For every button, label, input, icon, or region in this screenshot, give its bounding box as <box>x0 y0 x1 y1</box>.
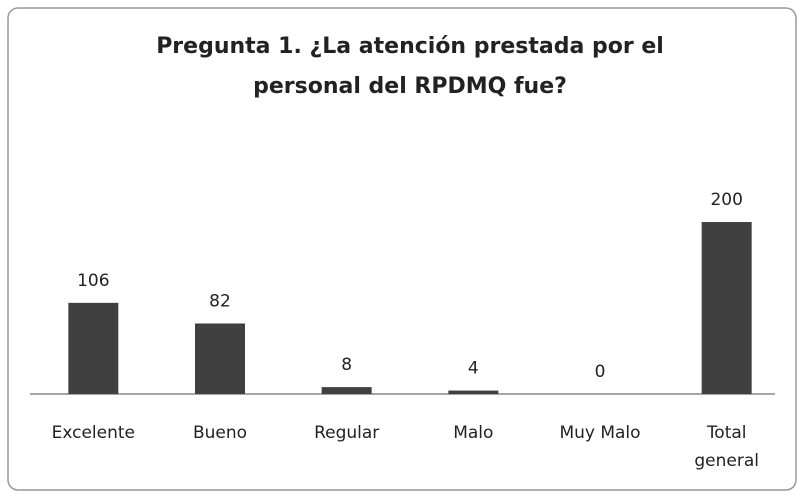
x-tick-label: Excelente <box>52 423 135 443</box>
data-label: 82 <box>209 291 231 311</box>
data-label: 4 <box>468 359 479 379</box>
data-label: 0 <box>595 362 606 382</box>
bar <box>701 222 752 394</box>
x-tick-label: Regular <box>314 423 379 443</box>
data-label: 106 <box>77 271 109 291</box>
x-tick-label: Muy Malo <box>559 423 640 443</box>
bar <box>448 390 499 394</box>
x-tick-label: Malo <box>453 423 493 443</box>
bar <box>195 323 245 394</box>
data-label: 200 <box>710 190 742 210</box>
x-tick-label: Bueno <box>193 423 247 443</box>
bar <box>321 387 372 394</box>
data-label: 8 <box>341 355 352 375</box>
x-tick-label: Total general <box>694 423 759 471</box>
chart-title: Pregunta 1. ¿La atención prestada por el… <box>156 34 664 99</box>
bar <box>68 302 119 394</box>
